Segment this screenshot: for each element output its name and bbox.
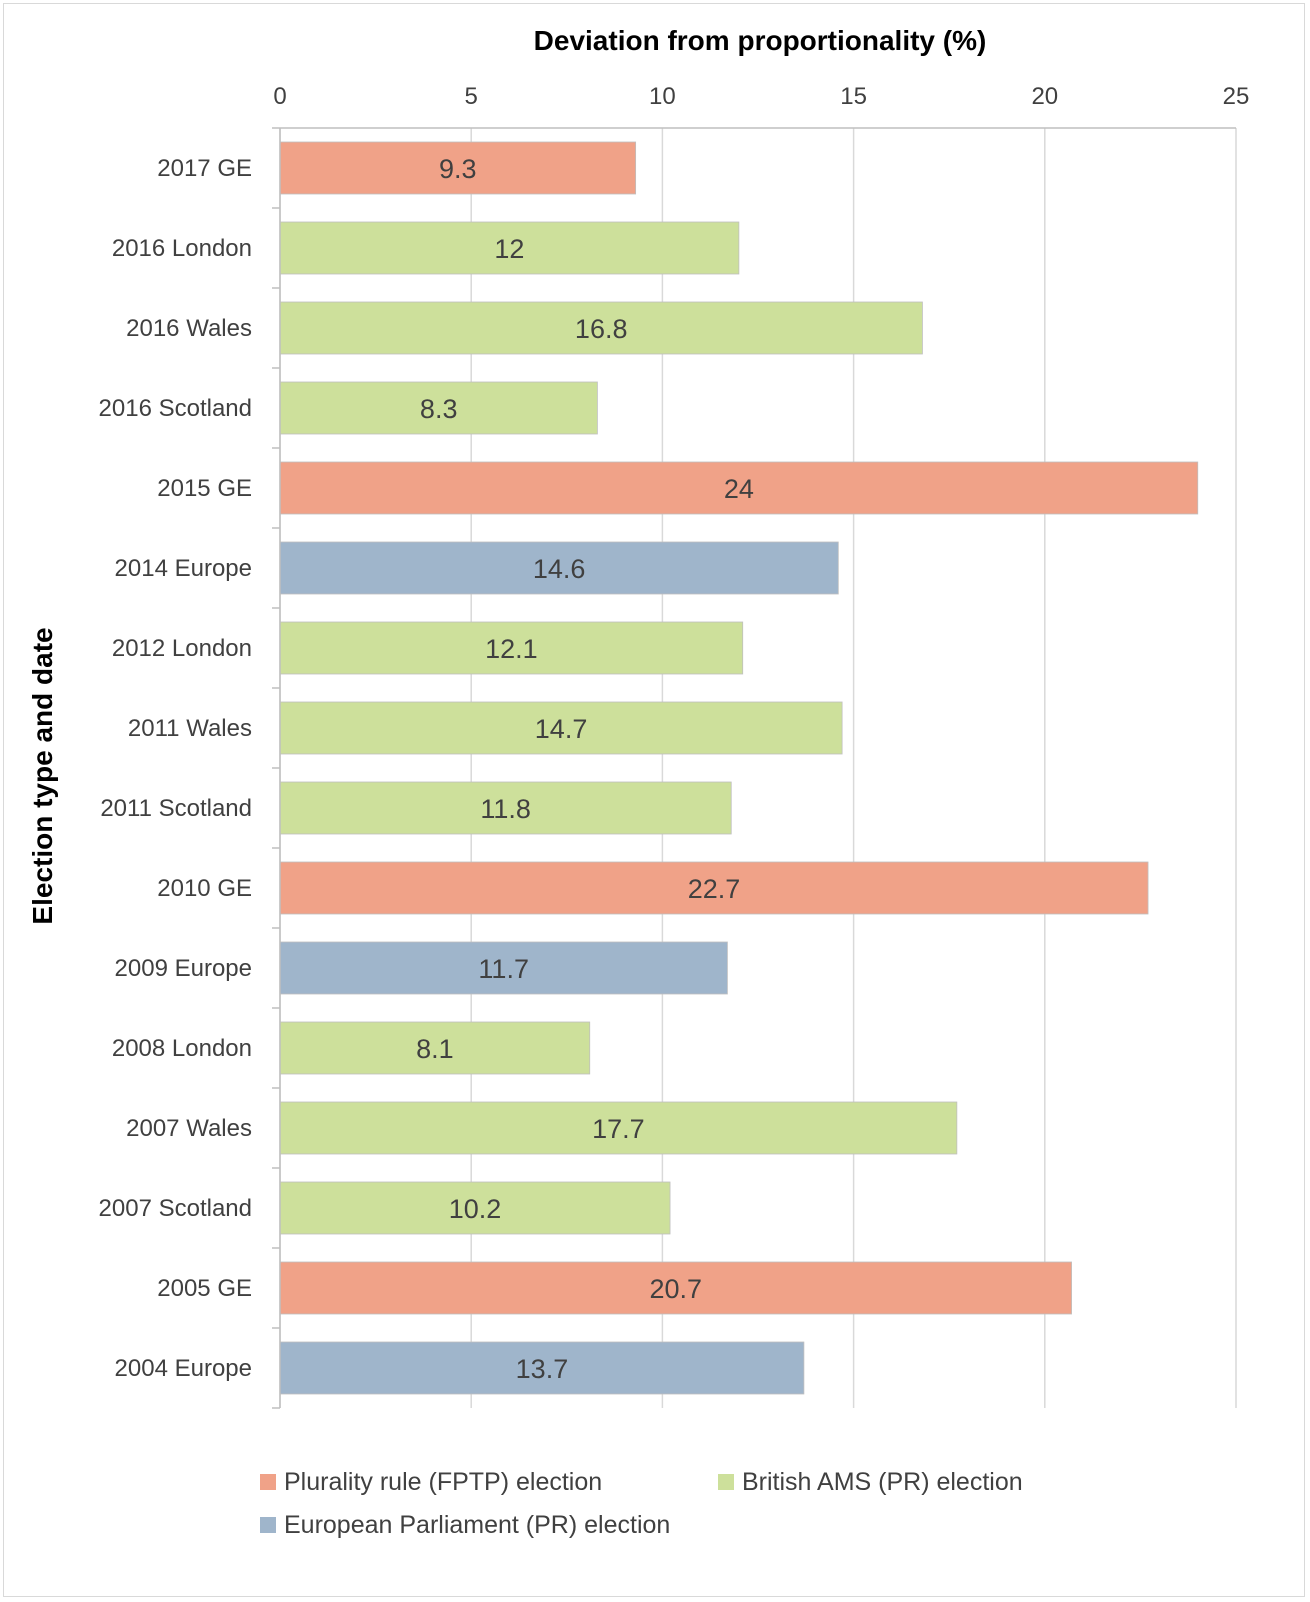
y-category-label: 2005 GE — [157, 1275, 252, 1302]
y-category-label: 2011 Scotland — [100, 795, 252, 822]
legend-swatch — [718, 1474, 734, 1490]
y-category-label: 2010 GE — [157, 875, 252, 902]
bar-2004-europe — [279, 1341, 805, 1395]
y-category-label: 2015 GE — [157, 475, 252, 502]
y-category-label: 2012 London — [112, 635, 252, 662]
data-label: 10.2 — [449, 1194, 502, 1224]
y-category-label: 2014 Europe — [115, 555, 252, 582]
data-label: 13.7 — [516, 1354, 569, 1384]
legend: Plurality rule (FPTP) election British AM… — [260, 1468, 1023, 1539]
bar-2009-europe — [279, 941, 728, 995]
bar-2010-ge — [279, 861, 1149, 915]
x-tick-label: 0 — [273, 83, 286, 110]
bar-2005-ge — [279, 1261, 1072, 1315]
data-label: 17.7 — [592, 1114, 645, 1144]
x-tick-label: 25 — [1223, 83, 1250, 110]
bar-2012-london — [279, 621, 744, 675]
bar-2016-london — [279, 221, 740, 275]
x-axis-title: Deviation from proportionality (%) — [534, 25, 987, 56]
bar-2007-wales — [279, 1101, 958, 1155]
data-label: 11.7 — [478, 954, 529, 984]
data-label: 14.7 — [535, 714, 588, 744]
y-category-label: 2011 Wales — [128, 715, 252, 742]
y-category-label: 2007 Wales — [126, 1115, 252, 1142]
bar-2016-wales — [279, 301, 923, 355]
legend-label: Plurality rule (FPTP) election — [284, 1468, 602, 1496]
data-label: 14.6 — [533, 554, 586, 584]
y-category-label: 2004 Europe — [115, 1355, 252, 1382]
bar-2017-ge — [279, 141, 637, 195]
y-category-label: 2016 London — [112, 235, 252, 262]
legend-swatch — [260, 1517, 276, 1533]
legend-swatch — [260, 1474, 276, 1490]
data-label: 12.1 — [485, 634, 538, 664]
y-category-label: 2016 Scotland — [99, 395, 252, 422]
bar-2014-europe — [279, 541, 839, 595]
legend-label: European Parliament (PR) election — [284, 1511, 670, 1539]
bar-2011-scotland — [279, 781, 732, 835]
data-label: 8.3 — [420, 394, 458, 424]
data-label: 9.3 — [439, 154, 477, 184]
bar-2016-scotland — [279, 381, 598, 435]
y-category-label: 2008 London — [112, 1035, 252, 1062]
chart-frame: 9.3 12 16.8 8.3 24 14.6 12.1 14.7 11.8 22.7 11.7 8.… — [3, 3, 1305, 1597]
data-label: 20.7 — [650, 1274, 703, 1304]
y-axis-title: Election type and date — [27, 627, 58, 924]
x-tick-label: 20 — [1031, 83, 1058, 110]
legend-label: British AMS (PR) election — [742, 1468, 1023, 1496]
data-label: 16.8 — [575, 314, 628, 344]
data-label: 22.7 — [688, 874, 741, 904]
bar-2007-scotland — [279, 1181, 671, 1235]
y-category-label: 2016 Wales — [126, 315, 252, 342]
x-tick-label: 5 — [465, 83, 478, 110]
y-category-label: 2017 GE — [157, 155, 252, 182]
data-label: 12 — [494, 234, 524, 264]
bar-2008-london — [279, 1021, 591, 1075]
x-tick-label: 10 — [649, 83, 676, 110]
data-label: 24 — [724, 474, 754, 504]
bar-chart: 9.3 12 16.8 8.3 24 14.6 12.1 14.7 11.8 22.7 11.7 8.… — [27, 25, 1250, 1539]
bars: 9.3 12 16.8 8.3 24 14.6 12.1 14.7 11.8 22.7 11.7 8.… — [279, 141, 1199, 1395]
x-tick-label: 15 — [840, 83, 867, 110]
data-label: 8.1 — [416, 1034, 454, 1064]
axes: 0 5 10 15 20 25 2017 GE 2016 London 2016 Wales 20… — [99, 83, 1250, 1409]
y-category-label: 2007 Scotland — [99, 1195, 252, 1222]
bar-2015-ge — [279, 461, 1199, 515]
y-category-label: 2009 Europe — [115, 955, 252, 982]
bar-2011-wales — [279, 701, 843, 755]
data-label: 11.8 — [480, 794, 531, 824]
